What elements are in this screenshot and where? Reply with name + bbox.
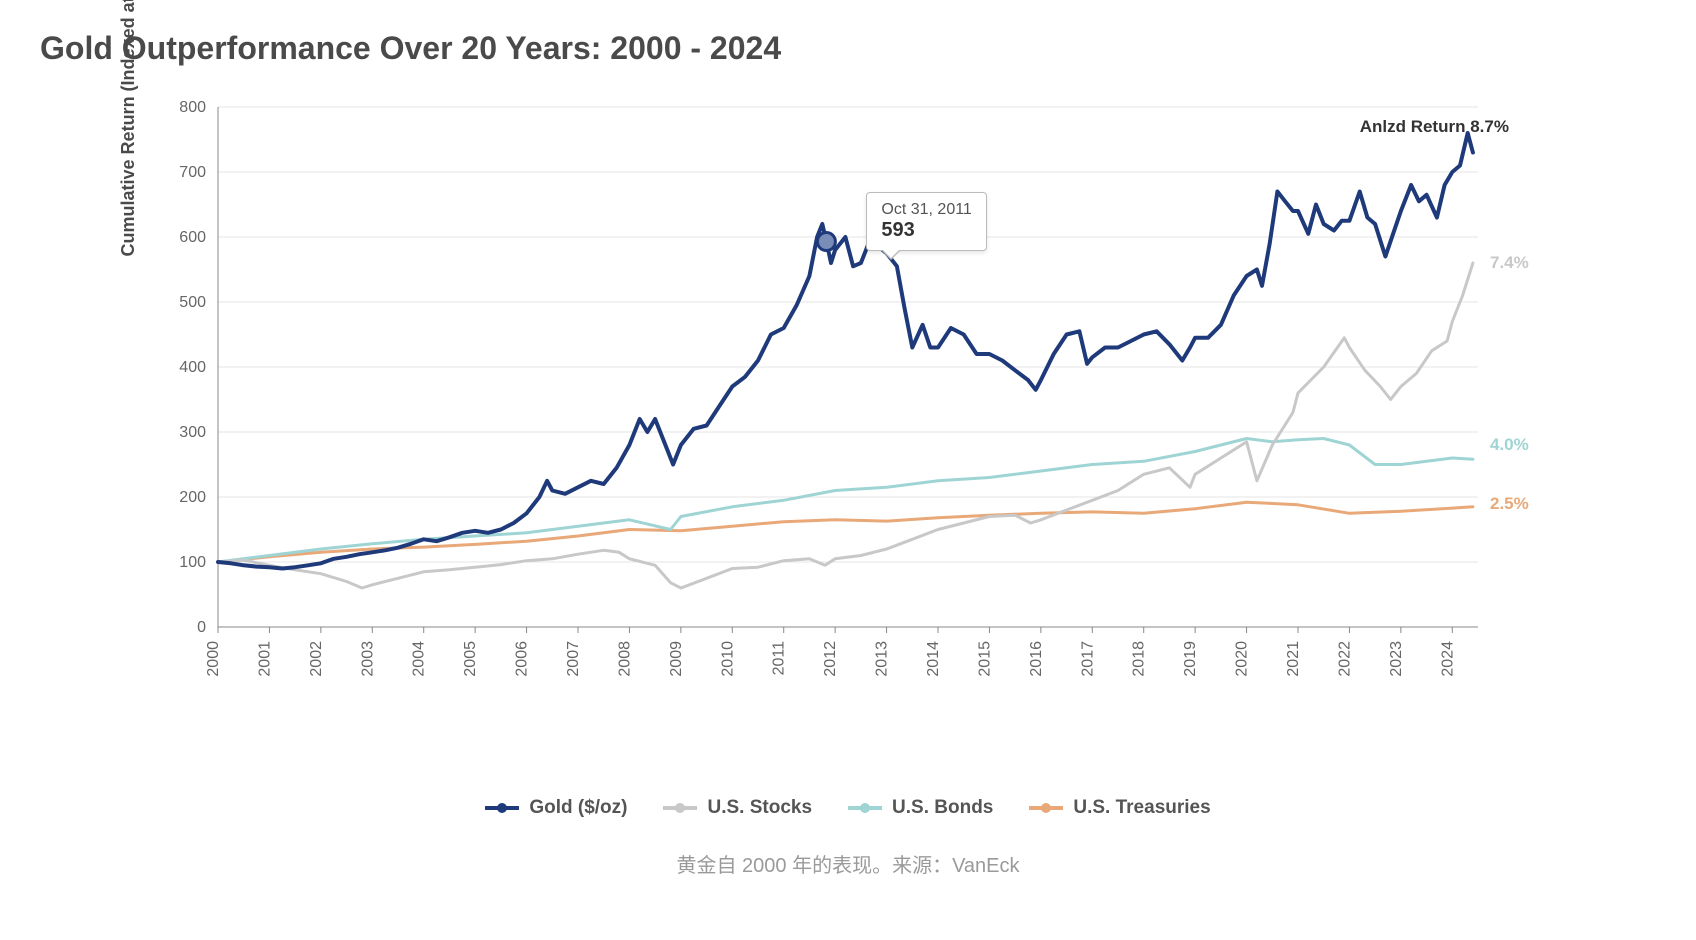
svg-text:2003: 2003 xyxy=(359,641,376,677)
svg-text:800: 800 xyxy=(179,99,206,116)
legend-label-gold: Gold ($/oz) xyxy=(529,797,627,819)
svg-text:700: 700 xyxy=(179,164,206,181)
svg-text:2021: 2021 xyxy=(1285,641,1302,677)
svg-text:2004: 2004 xyxy=(411,641,428,677)
series-treas xyxy=(218,502,1473,562)
svg-text:2023: 2023 xyxy=(1388,641,1405,677)
y-axis-title: Cumulative Return (Indexed at 100) xyxy=(118,0,139,256)
svg-text:2024: 2024 xyxy=(1439,641,1456,677)
tooltip-value: 593 xyxy=(881,219,971,242)
legend-item-gold: Gold ($/oz) xyxy=(485,797,627,819)
svg-text:2011: 2011 xyxy=(771,641,788,676)
svg-text:2017: 2017 xyxy=(1079,641,1096,677)
svg-text:500: 500 xyxy=(179,294,206,311)
tooltip-marker xyxy=(817,233,835,251)
svg-text:2002: 2002 xyxy=(308,641,325,677)
legend-item-treas: U.S. Treasuries xyxy=(1029,797,1210,819)
svg-text:2001: 2001 xyxy=(256,641,273,677)
legend-label-treas: U.S. Treasuries xyxy=(1073,797,1210,819)
svg-text:2006: 2006 xyxy=(514,641,531,677)
legend-label-bonds: U.S. Bonds xyxy=(892,797,993,819)
svg-text:0: 0 xyxy=(197,619,206,636)
legend-item-bonds: U.S. Bonds xyxy=(848,797,993,819)
end-label-treas: 2.5% xyxy=(1490,494,1529,514)
svg-text:2016: 2016 xyxy=(1028,641,1045,677)
legend-item-stocks: U.S. Stocks xyxy=(663,797,812,819)
annualized-return-label: Anlzd Return 8.7% xyxy=(1360,117,1509,137)
chart-svg: 0 100 200 300 400 500 600 700 800 2000 2001 2002 200… xyxy=(128,87,1568,717)
svg-text:600: 600 xyxy=(179,229,206,246)
svg-text:2013: 2013 xyxy=(874,641,891,677)
svg-text:2019: 2019 xyxy=(1182,641,1199,677)
svg-text:2000: 2000 xyxy=(205,641,222,677)
svg-text:100: 100 xyxy=(179,554,206,571)
end-label-bonds: 4.0% xyxy=(1490,435,1529,455)
svg-text:2008: 2008 xyxy=(616,641,633,677)
svg-text:2005: 2005 xyxy=(462,641,479,677)
svg-text:2022: 2022 xyxy=(1336,641,1353,677)
svg-text:2020: 2020 xyxy=(1234,641,1251,677)
end-label-stocks: 7.4% xyxy=(1490,253,1529,273)
svg-text:200: 200 xyxy=(179,489,206,506)
tooltip: Oct 31, 2011 593 xyxy=(866,192,986,251)
caption: 黄金自 2000 年的表现。来源：VanEck xyxy=(30,849,1666,878)
svg-text:2009: 2009 xyxy=(668,641,685,677)
series-stocks xyxy=(218,263,1473,588)
legend-label-stocks: U.S. Stocks xyxy=(707,797,812,819)
tooltip-date: Oct 31, 2011 xyxy=(881,201,971,219)
chart-container: Cumulative Return (Indexed at 100) 01002… xyxy=(128,87,1568,727)
svg-text:2014: 2014 xyxy=(925,641,942,677)
svg-text:2018: 2018 xyxy=(1131,641,1148,677)
legend: Gold ($/oz) U.S. Stocks U.S. Bonds U.S. Tre… xyxy=(30,797,1666,819)
svg-text:2012: 2012 xyxy=(822,641,839,677)
svg-text:400: 400 xyxy=(179,359,206,376)
svg-text:2007: 2007 xyxy=(565,641,582,677)
chart-title: Gold Outperformance Over 20 Years: 2000 … xyxy=(40,30,1666,67)
svg-text:2010: 2010 xyxy=(719,641,736,677)
svg-text:2015: 2015 xyxy=(976,641,993,677)
svg-text:300: 300 xyxy=(179,424,206,441)
